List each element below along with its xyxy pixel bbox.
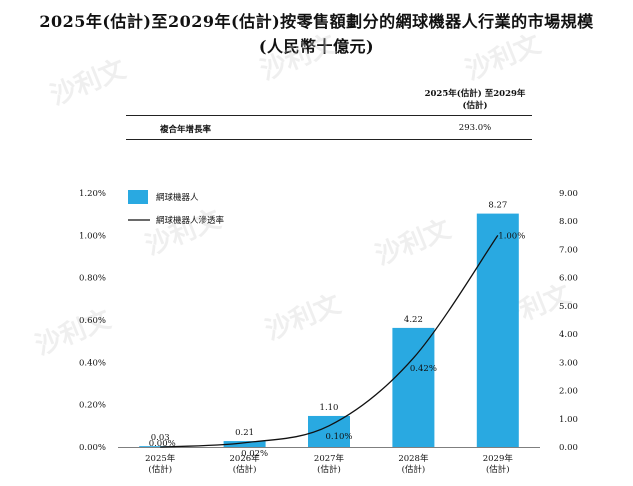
bar	[476, 213, 519, 447]
line-value-label: 0.02%	[241, 449, 268, 459]
cagr-row-label: 複合年增長率	[160, 125, 212, 135]
watermark-text: 沙利文	[31, 303, 116, 361]
right-axis-tick-label: 9.00	[559, 189, 578, 199]
legend-line-label: 網球機器人滲透率	[156, 215, 225, 226]
right-axis-tick-label: 8.00	[559, 217, 578, 227]
chart-subtitle: (人民幣十億元)	[258, 37, 375, 56]
cagr-bottom-rule	[126, 139, 532, 140]
category-label-estimate: (估計)	[402, 464, 426, 475]
category-label-estimate: (估計)	[317, 464, 341, 475]
watermark-text: 沙利文	[461, 28, 546, 86]
category-label-year: 2026年	[230, 453, 261, 464]
bar-value-label: 1.10	[320, 403, 339, 413]
cagr-row-value: 293.0%	[458, 123, 492, 133]
right-axis-tick-label: 4.00	[559, 330, 578, 340]
line-value-label: 0.42%	[410, 364, 437, 374]
legend-bar-swatch	[128, 190, 148, 204]
legend-bar-label: 網球機器人	[156, 192, 199, 203]
right-axis-tick-label: 7.00	[559, 245, 578, 255]
category-label-estimate: (估計)	[486, 464, 510, 475]
left-axis-tick-label: 1.20%	[79, 189, 106, 199]
line-value-label: 0.10%	[325, 432, 352, 442]
watermark-text: 沙利文	[141, 203, 226, 261]
category-label-estimate: (估計)	[148, 464, 172, 475]
right-axis-tick-label: 5.00	[559, 302, 578, 312]
bar	[223, 441, 266, 447]
watermark-text: 沙利文	[46, 53, 131, 111]
right-axis-tick-label: 3.00	[559, 358, 578, 368]
chart-title: 2025年(估計)至2029年(估計)按零售額劃分的網球機器人行業的市場規模	[39, 12, 594, 31]
left-axis-tick-label: 0.40%	[79, 358, 106, 368]
bar-value-label: 4.22	[404, 315, 423, 325]
bar-value-label: 0.21	[235, 428, 254, 438]
cagr-period-line1: 2025年(估計) 至2029年	[424, 89, 526, 99]
right-axis-tick-label: 0.00	[559, 443, 578, 453]
left-axis-tick-label: 0.20%	[79, 401, 106, 411]
left-axis-tick-label: 0.00%	[79, 443, 106, 453]
left-axis-tick-label: 1.00%	[79, 231, 106, 241]
cagr-top-rule	[126, 115, 532, 116]
right-axis-tick-label: 6.00	[559, 274, 578, 284]
watermark-text: 沙利文	[261, 288, 346, 346]
penetration-line	[160, 234, 499, 448]
right-axis-tick-label: 2.00	[559, 387, 578, 397]
bar-value-label: 0.03	[151, 433, 170, 443]
category-label-year: 2025年	[145, 453, 176, 464]
left-axis-tick-label: 0.80%	[79, 274, 106, 284]
category-label-year: 2028年	[398, 453, 429, 464]
cagr-period-line2: (估計)	[462, 101, 488, 111]
right-axis-tick-label: 1.00	[559, 415, 578, 425]
category-label-estimate: (估計)	[233, 464, 257, 475]
category-label-year: 2027年	[314, 453, 345, 464]
bar	[392, 327, 435, 447]
watermark-text: 沙利文	[371, 213, 456, 271]
left-axis-tick-label: 0.60%	[79, 316, 106, 326]
cagr-period-header: 2025年(估計) 至2029年 (估計)	[420, 88, 530, 112]
plot-area: 0.00% 0.20% 0.40% 0.60% 0.80% 1.00% 1.20% 0.00 1…	[79, 189, 578, 475]
line-value-label: 1.00%	[498, 231, 525, 241]
watermark-text: 沙利文	[256, 28, 341, 86]
line-value-label: 0.00%	[149, 439, 176, 449]
category-label-year: 2029年	[483, 453, 514, 464]
bar-value-label: 8.27	[488, 201, 507, 211]
